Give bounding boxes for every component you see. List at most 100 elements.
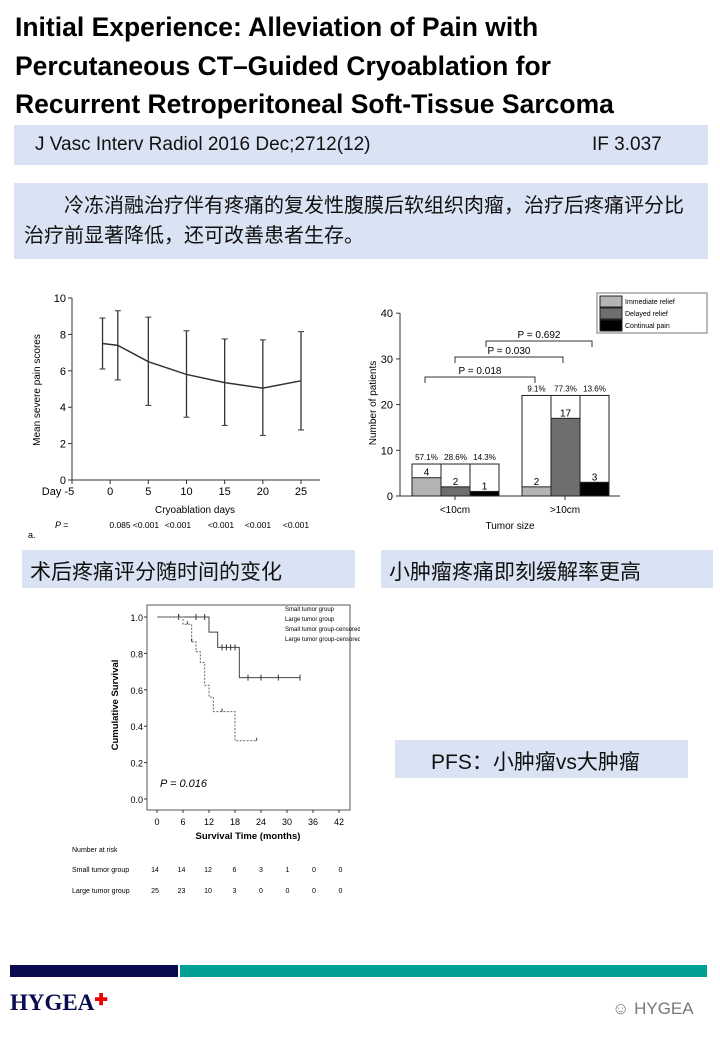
x-tick-label: 30 — [282, 817, 292, 827]
x-tick-label: 0 — [107, 486, 113, 498]
red-cross-icon: ✚ — [94, 992, 108, 1009]
bar-segment — [440, 486, 471, 497]
bar-total — [579, 394, 610, 497]
bar-value-label: 4 — [424, 468, 430, 479]
legend-label: Continual pain — [625, 323, 670, 330]
panel-label: a. — [28, 530, 36, 540]
y-axis-label: Mean severe pain scores — [32, 334, 43, 446]
risk-value: 3 — [233, 888, 237, 895]
y-tick-label: 4 — [60, 402, 66, 414]
legend-label: Large tumor group-censored — [285, 637, 360, 643]
legend-swatch — [599, 319, 623, 332]
x-axis-label: Tumor size — [485, 521, 535, 532]
x-tick-label: 25 — [295, 486, 307, 498]
legend-label: Small tumor group-censored — [285, 627, 360, 633]
bar-value-label: 2 — [534, 477, 540, 488]
x-tick-label: 20 — [257, 486, 269, 498]
mean-line — [102, 342, 302, 389]
tumor-size-bar-chart: 0 10 20 30 40 Number of patients 4 57.1% 2 28.6% 1… — [368, 292, 708, 532]
bar-value-label: 2 — [453, 477, 459, 488]
p-value: <0.001 — [245, 520, 272, 530]
bar-percent-label: 9.1% — [527, 384, 545, 393]
risk-value: 0 — [339, 888, 343, 895]
plot-frame — [146, 604, 351, 811]
y-tick-label: 10 — [381, 445, 393, 457]
risk-value: 14 — [151, 867, 159, 874]
title-line: Percutaneous CT–Guided Cryoablation for — [15, 50, 551, 81]
bar-value-label: 17 — [560, 408, 572, 419]
legend-label: Delayed relief — [625, 311, 668, 318]
risk-value: 0 — [312, 888, 316, 895]
journal-citation: J Vasc Interv Radiol 2016 Dec;2712(12) — [35, 134, 371, 155]
y-tick-label: 0.2 — [130, 759, 143, 769]
x-tick-label: 0 — [154, 817, 159, 827]
y-tick-label: 0.6 — [130, 686, 143, 696]
risk-value: 25 — [151, 888, 159, 895]
legend-swatch — [599, 307, 623, 320]
bar-segment — [411, 477, 442, 497]
bar-value-label: 3 — [592, 472, 598, 483]
risk-row-label: Small tumor group — [72, 867, 129, 874]
bar-segment — [550, 417, 581, 497]
footer-bar-teal — [180, 965, 707, 977]
comparison-bracket — [454, 356, 564, 363]
bar-segment — [469, 490, 500, 497]
y-tick-label: 2 — [60, 439, 66, 451]
summary-box: 冷冻消融治疗伴有疼痛的复发性腹膜后软组织肉瘤，治疗后疼痛评分比治疗前显著降低，还… — [14, 183, 708, 259]
risk-table-title: Number at risk — [72, 847, 118, 854]
y-axis-label: Number of patients — [368, 361, 379, 446]
bar-segment — [579, 481, 610, 497]
p-value: 0.085 — [109, 520, 131, 530]
y-tick-label: 30 — [381, 354, 393, 366]
p-value: <0.001 — [283, 520, 310, 530]
y-tick-label: 40 — [381, 308, 393, 320]
x-tick-label: 10 — [180, 486, 192, 498]
slide-title: Initial Experience: Alleviation of Pain … — [15, 8, 614, 124]
x-tick-label: 42 — [334, 817, 344, 827]
y-tick-label: 6 — [60, 366, 66, 378]
risk-value: 0 — [339, 867, 343, 874]
wechat-icon: ☺ — [612, 999, 635, 1018]
risk-value: 0 — [286, 888, 290, 895]
p-value: <0.001 — [133, 520, 160, 530]
y-tick-label: 0.0 — [130, 795, 143, 805]
risk-row-label: Large tumor group — [72, 888, 130, 895]
risk-value: 3 — [259, 867, 263, 874]
x-tick-label: 12 — [204, 817, 214, 827]
bar-total — [521, 394, 552, 497]
caption-pfs: PFS：小肿瘤vs大肿瘤 — [395, 740, 688, 778]
x-tick-label: 15 — [219, 486, 231, 498]
x-tick-label: 6 — [180, 817, 185, 827]
comparison-p-value: P = 0.692 — [518, 330, 561, 341]
y-axis-label: Cumulative Survival — [110, 660, 121, 751]
y-tick-label: 0 — [387, 491, 393, 503]
bar-percent-label: 57.1% — [415, 453, 438, 462]
x-tick-label: 36 — [308, 817, 318, 827]
p-value-annotation: P = 0.016 — [160, 778, 208, 790]
y-tick-label: 10 — [54, 293, 66, 305]
x-tick-label: <10cm — [440, 505, 470, 516]
y-tick-label: 20 — [381, 400, 393, 412]
bar-value-label: 1 — [482, 481, 488, 492]
x-tick-label: 18 — [230, 817, 240, 827]
p-value: <0.001 — [208, 520, 235, 530]
large-tumor-curve — [157, 616, 257, 742]
survival-chart: 0.00.20.40.60.81.00 6 12 18 24 30 36 42Survival… — [72, 604, 360, 895]
legend-label: Immediate relief — [625, 299, 675, 306]
x-axis-label: Survival Time (months) — [196, 831, 301, 842]
journal-bar: J Vasc Interv Radiol 2016 Dec;2712(12) I… — [14, 125, 708, 165]
risk-value: 14 — [178, 867, 186, 874]
p-label: P = — [55, 520, 68, 530]
comparison-p-value: P = 0.018 — [459, 366, 502, 377]
caption-small-tumor: 小肿瘤疼痛即刻缓解率更高 — [381, 550, 713, 588]
comparison-p-value: P = 0.030 — [488, 346, 531, 357]
bar-segment — [521, 486, 552, 497]
watermark: ☺ HYGEA — [612, 999, 694, 1018]
risk-value: 1 — [286, 867, 290, 874]
bar-percent-label: 14.3% — [473, 453, 496, 462]
hygea-logo: HYGEA✚ — [10, 990, 108, 1015]
legend-swatch — [599, 295, 623, 308]
risk-value: 12 — [204, 867, 212, 874]
comparison-bracket — [424, 376, 536, 383]
